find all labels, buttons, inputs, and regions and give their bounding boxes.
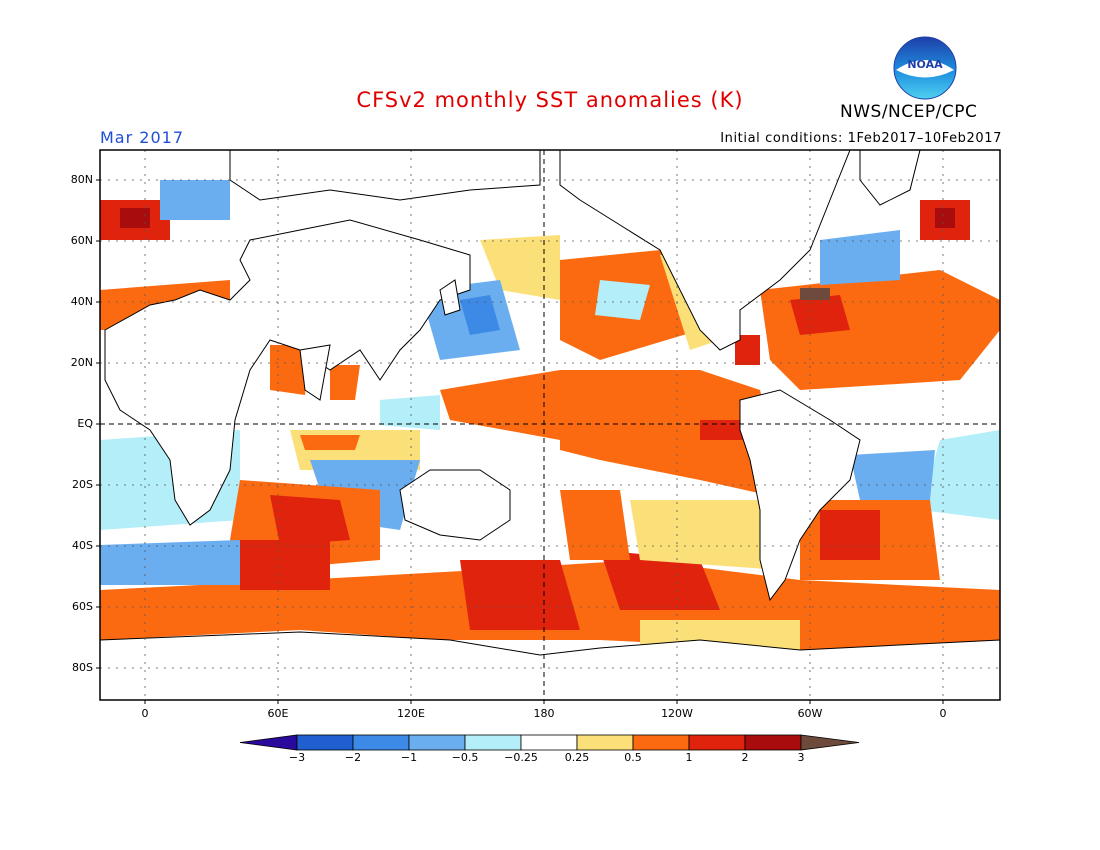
- y-label-20s: 20S: [72, 478, 93, 491]
- x-label-0-right: 0: [939, 707, 947, 720]
- y-label-60n: 60N: [70, 234, 93, 247]
- colorbar-label-neg2: −2: [344, 751, 362, 764]
- x-label-60e: 60E: [267, 707, 289, 720]
- colorbar-swatch-10: [800, 734, 860, 751]
- agency-label: NWS/NCEP/CPC: [840, 102, 978, 122]
- colorbar-swatch-4: [464, 734, 522, 751]
- land-outlines: [100, 150, 1000, 700]
- colorbar-swatch-2: [352, 734, 410, 751]
- map-frame: [99, 149, 1001, 701]
- colorbar-label-neg1: −1: [400, 751, 418, 764]
- noaa-logo: NOAA: [893, 36, 957, 100]
- y-label-40s: 40S: [72, 539, 93, 552]
- colorbar-label-neg0-5: −0.5: [451, 751, 479, 764]
- forecast-month: Mar 2017: [100, 128, 184, 147]
- colorbar: [239, 734, 860, 751]
- axis-ticks: [96, 179, 944, 704]
- colorbar-swatch-6: [576, 734, 634, 751]
- y-label-60s: 60S: [72, 600, 93, 613]
- y-label-40n: 40N: [70, 295, 93, 308]
- colorbar-label-neg3: −3: [288, 751, 306, 764]
- colorbar-swatch-8: [688, 734, 746, 751]
- x-label-180: 180: [533, 707, 555, 720]
- y-label-eq: EQ: [77, 417, 93, 430]
- colorbar-label-0-25: 0.25: [564, 751, 590, 764]
- colorbar-swatch-9: [744, 734, 802, 751]
- graticule: [100, 150, 1000, 700]
- initial-conditions: Initial conditions: 1Feb2017–10Feb2017: [720, 131, 1002, 146]
- figure-title: CFSv2 monthly SST anomalies (K): [356, 88, 744, 112]
- y-label-80n: 80N: [70, 173, 93, 186]
- y-label-80s: 80S: [72, 661, 93, 674]
- colorbar-swatch-1: [296, 734, 354, 751]
- x-label-60w: 60W: [797, 707, 823, 720]
- noaa-logo-text: NOAA: [907, 58, 943, 71]
- sst-anomaly-field: [100, 150, 1000, 700]
- colorbar-label-neg0-25: −0.25: [504, 751, 538, 764]
- colorbar-swatch-3: [408, 734, 466, 751]
- colorbar-swatch-7: [632, 734, 690, 751]
- colorbar-label-3: 3: [797, 751, 805, 764]
- colorbar-label-1: 1: [685, 751, 693, 764]
- x-label-120e: 120E: [397, 707, 425, 720]
- colorbar-swatch-0: [239, 734, 298, 751]
- equator-dateline: [100, 150, 1000, 700]
- colorbar-swatch-5: [520, 734, 578, 751]
- x-label-120w: 120W: [661, 707, 693, 720]
- colorbar-label-2: 2: [741, 751, 749, 764]
- y-label-20n: 20N: [70, 356, 93, 369]
- colorbar-label-0-5: 0.5: [624, 751, 642, 764]
- x-label-0-left: 0: [141, 707, 149, 720]
